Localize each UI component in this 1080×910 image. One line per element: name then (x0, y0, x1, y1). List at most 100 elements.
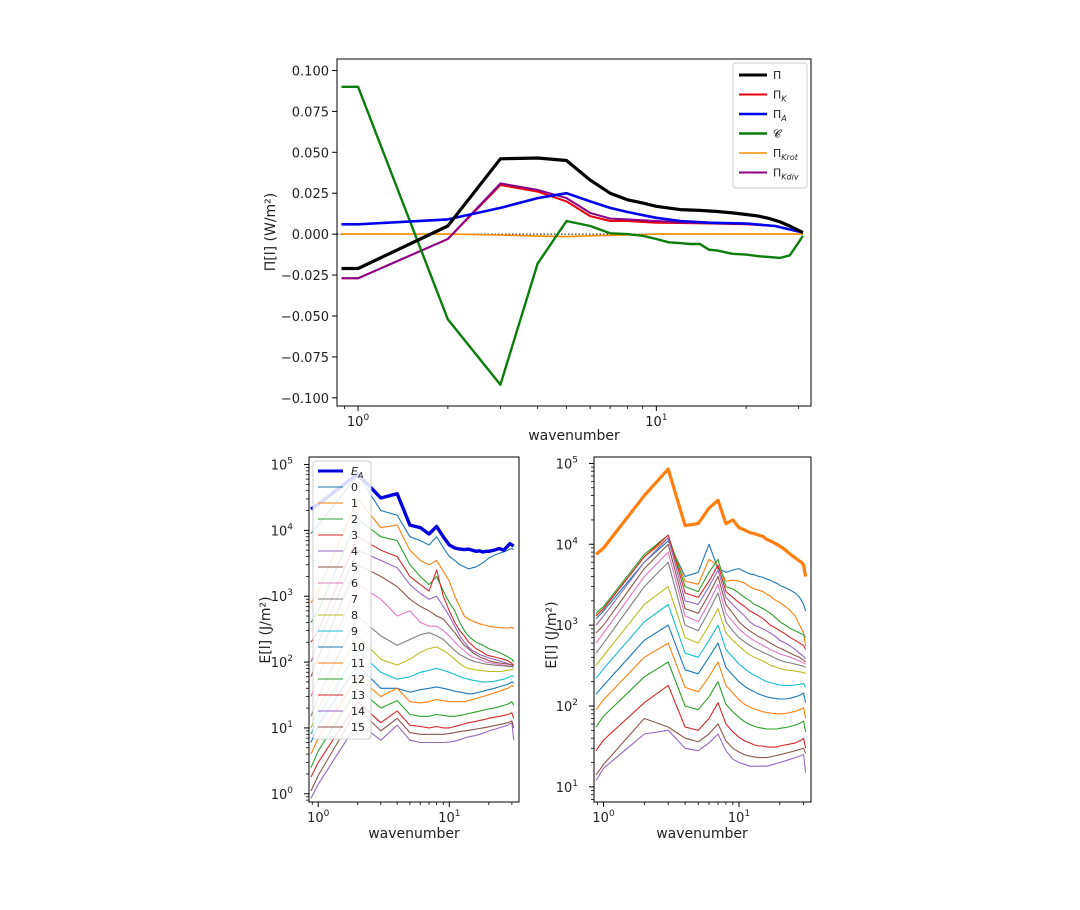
energy-right-lines (594, 467, 808, 781)
series-line-10 (595, 624, 807, 703)
series-line-9 (310, 649, 514, 735)
x-tick-label: 100 (592, 809, 615, 826)
legend-label: ΠK (773, 89, 787, 104)
legend-label: 2 (351, 513, 358, 526)
energy-left-y-axis-label: E[l] (J/m²) (258, 596, 274, 663)
series-line-0 (595, 540, 807, 620)
flux-plot-frame (336, 58, 812, 407)
energy-left-plot-frame (308, 456, 520, 803)
flux-legend-box (732, 62, 808, 189)
energy-left-lines (310, 472, 515, 799)
y-tick-label: 0.100 (292, 64, 329, 79)
y-tick-label: 103 (556, 617, 578, 634)
series-line-13 (595, 684, 807, 752)
series-line-12 (310, 687, 515, 768)
series-line-2 (310, 518, 515, 663)
flux-y-axis-label: Π[l] (W/m²) (263, 193, 279, 272)
y-tick-label: 102 (271, 654, 293, 671)
x-tick-label: 100 (307, 809, 330, 826)
series-line-5 (310, 564, 514, 677)
series-line-6 (310, 584, 514, 697)
y-tick-label: 103 (271, 588, 293, 605)
series-line-12 (595, 661, 807, 732)
legend-label: 7 (351, 593, 358, 606)
y-tick-label: 104 (271, 522, 294, 539)
series-line-7 (310, 615, 514, 717)
legend-label: 6 (351, 577, 358, 590)
series-line-7 (595, 561, 806, 668)
legend-label: 11 (351, 657, 365, 670)
y-tick-label: 101 (271, 720, 293, 737)
legend-label: 3 (351, 529, 358, 542)
legend-label: ΠKdiv (773, 167, 799, 182)
series-line-9 (595, 603, 807, 688)
series-line-10 (310, 664, 515, 743)
series-line-1 (310, 498, 515, 630)
y-tick-label: 101 (556, 779, 578, 796)
series-line-8 (595, 586, 806, 675)
x-tick-label: 101 (645, 413, 667, 430)
flux-legend: Π ΠK ΠA 𝓒 ΠKrot ΠKdiv (732, 62, 808, 189)
series-line-Π (341, 156, 804, 271)
energy-panel-right: 100 101 101 102 103 104 105 wavenumber E[l] (J… (544, 455, 812, 842)
series-line-3 (310, 536, 515, 666)
y-tick-label: −0.100 (281, 392, 329, 407)
series-line-15 (595, 717, 807, 776)
series-line-2 (595, 534, 807, 639)
series-line-15 (310, 707, 515, 792)
series-line-8 (310, 635, 514, 729)
legend-label: 1 (351, 497, 358, 510)
y-tick-label: 104 (556, 536, 579, 553)
series-line-5 (595, 543, 806, 663)
energy-left-x-axis-label: wavenumber (368, 826, 460, 842)
flux-panel: 100 101 0.100 0.075 0.050 0.025 0.000 −0.025 −0.… (263, 58, 812, 444)
legend-label: 𝓒 (773, 128, 783, 141)
flux-x-axis-label: wavenumber (528, 428, 620, 444)
series-line-11 (310, 676, 515, 755)
series-line-13 (310, 701, 515, 778)
x-tick-label: 101 (728, 809, 750, 826)
series-line-6 (595, 551, 806, 665)
energy-right-plot-frame (593, 456, 812, 803)
legend-label: 5 (351, 561, 358, 574)
legend-label: 4 (351, 545, 358, 558)
y-tick-label: 0.000 (292, 228, 329, 243)
legend-label: 8 (351, 609, 358, 622)
series-line-A (341, 191, 804, 234)
series-line-1 (595, 537, 807, 647)
energy-right-ticks: 100 101 101 102 103 104 105 (556, 455, 805, 826)
series-line-0 (310, 474, 514, 570)
y-tick-label: −0.025 (281, 269, 329, 284)
legend-label: 12 (351, 673, 365, 686)
series-line-𝓒 (341, 85, 804, 386)
legend-label: 15 (351, 721, 365, 734)
energy-right-x-axis-label: wavenumber (656, 826, 748, 842)
legend-label: EA (351, 465, 363, 480)
y-tick-label: 0.025 (292, 187, 329, 202)
legend-label: 10 (351, 641, 365, 654)
legend-label: 14 (351, 705, 365, 718)
y-tick-label: 100 (271, 786, 294, 803)
x-tick-label: 101 (438, 809, 460, 826)
y-tick-label: 0.075 (292, 105, 329, 120)
series-line-4 (595, 537, 807, 660)
legend-label: Π (773, 69, 781, 82)
legend-label: ΠA (773, 108, 787, 123)
legend-label: ΠKrot (773, 147, 799, 162)
y-tick-label: 0.050 (292, 146, 329, 161)
series-line-3 (595, 534, 807, 650)
legend-label: 13 (351, 689, 365, 702)
y-tick-label: −0.050 (281, 310, 329, 325)
legend-label: 0 (351, 481, 358, 494)
x-tick-label: 100 (347, 413, 370, 430)
y-tick-label: 102 (556, 698, 578, 715)
series-line-total (594, 467, 808, 577)
energy-right-y-axis-label: E[l] (J/m²) (544, 601, 560, 668)
flux-ticks: 100 101 0.100 0.075 0.050 0.025 0.000 −0.025 −0.… (281, 64, 800, 430)
series-line-A (310, 472, 515, 554)
series-line-14 (595, 729, 807, 781)
series-line-4 (310, 549, 515, 668)
